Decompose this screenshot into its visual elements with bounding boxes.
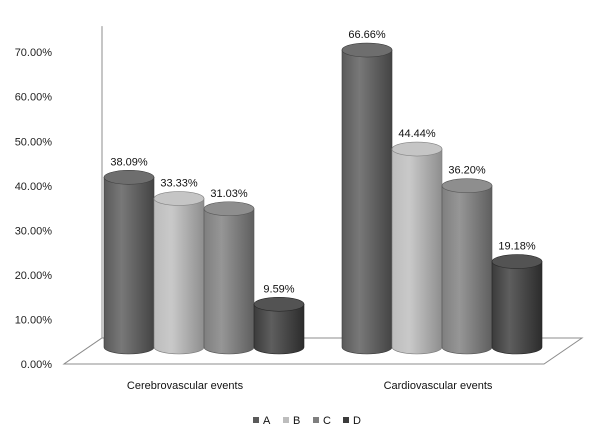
bar-top — [341, 42, 393, 58]
bar-body — [491, 261, 543, 355]
bar-body — [441, 185, 493, 355]
legend: A B C D — [253, 415, 361, 427]
legend-item-A: A — [253, 415, 271, 427]
bar-body — [341, 49, 393, 355]
bar-body — [391, 148, 443, 355]
y-tick-label: 40.00% — [15, 181, 53, 193]
y-tick-label: 60.00% — [15, 92, 53, 104]
bar-A-cardiovascular — [341, 42, 393, 355]
y-tick-label: 70.00% — [15, 47, 53, 59]
legend-swatch — [343, 417, 349, 423]
bar-B-cardiovascular — [391, 141, 443, 355]
data-label: 9.59% — [263, 283, 294, 295]
category-label: Cardiovascular events — [384, 380, 493, 392]
data-label: 31.03% — [210, 188, 248, 200]
bar-top — [391, 141, 443, 157]
data-label: 44.44% — [398, 128, 436, 140]
y-tick-label: 20.00% — [15, 270, 53, 282]
y-tick-labels: 0.00% 10.00% 20.00% 30.00% 40.00% 50.00% 60.00… — [15, 47, 53, 371]
data-labels: 38.09% 33.33% 31.03% 9.59% 66.66% 44.44% 36.20… — [110, 29, 536, 295]
category-label: Cerebrovascular events — [127, 380, 244, 392]
legend-swatch — [253, 417, 259, 423]
bar-B-cerebrovascular — [153, 191, 205, 355]
bar-top — [491, 254, 543, 269]
bar-body — [153, 198, 205, 355]
bar-A-cerebrovascular — [103, 170, 155, 355]
legend-label: A — [263, 415, 271, 427]
y-tick-label: 0.00% — [21, 359, 52, 371]
legend-item-C: C — [313, 415, 331, 427]
bar-body — [203, 208, 255, 355]
legend-item-B: B — [283, 415, 300, 427]
bar-D-cerebrovascular — [253, 296, 305, 355]
legend-label: D — [353, 415, 361, 427]
data-label: 33.33% — [160, 178, 198, 190]
bar-top — [253, 296, 305, 312]
data-label: 38.09% — [110, 156, 148, 168]
bar-top — [103, 170, 155, 185]
legend-label: C — [323, 415, 331, 427]
legend-label: B — [293, 415, 300, 427]
bar-C-cerebrovascular — [203, 201, 255, 355]
bar-D-cardiovascular — [491, 254, 543, 355]
legend-item-D: D — [343, 415, 361, 427]
bar-C-cardiovascular — [441, 178, 493, 355]
category-labels: Cerebrovascular events Cardiovascular eve… — [127, 380, 493, 392]
bar-top — [153, 191, 205, 206]
bar-body — [103, 177, 155, 355]
data-label: 66.66% — [348, 29, 386, 41]
bar-body — [253, 303, 305, 355]
legend-swatch — [283, 417, 289, 423]
y-tick-label: 50.00% — [15, 136, 53, 148]
y-tick-label: 10.00% — [15, 314, 53, 326]
bars — [103, 42, 543, 355]
legend-swatch — [313, 417, 319, 423]
y-tick-label: 30.00% — [15, 225, 53, 237]
data-label: 19.18% — [498, 241, 536, 253]
data-label: 36.20% — [448, 165, 486, 177]
bar-top — [203, 201, 255, 217]
bar-top — [441, 178, 493, 194]
